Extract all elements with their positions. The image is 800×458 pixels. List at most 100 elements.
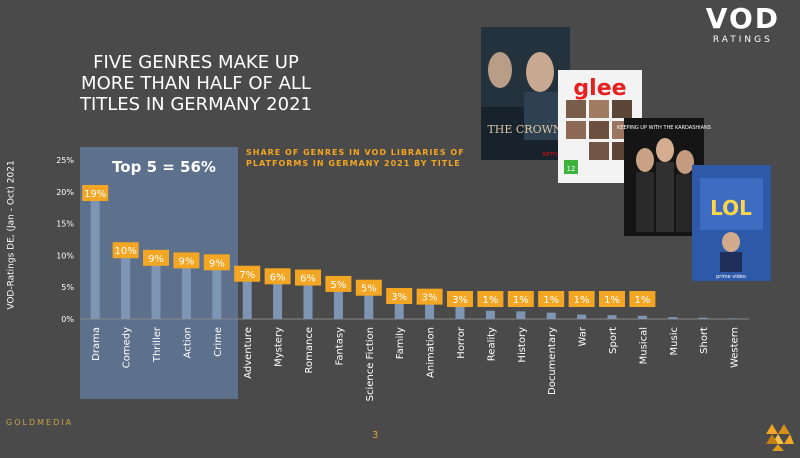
data-label: 1% (482, 295, 498, 306)
data-label-box (264, 268, 291, 285)
data-label: 3% (452, 295, 468, 306)
data-label-box (507, 291, 534, 307)
bar (394, 298, 404, 319)
data-label: 3% (391, 292, 407, 303)
x-category-label: Mystery (274, 327, 285, 367)
x-category-label: History (517, 327, 528, 363)
bar (516, 311, 526, 319)
bar (273, 278, 283, 319)
x-category-label: War (578, 326, 589, 346)
data-label-box (143, 249, 169, 266)
data-label-box (447, 291, 473, 307)
bar (485, 310, 495, 319)
headline: FIVE GENRES MAKE UP MORE THAN HALF OF AL… (79, 52, 312, 115)
data-label-box (568, 291, 595, 307)
y-tick-label: 25% (56, 156, 74, 165)
bar (729, 318, 739, 319)
bar (425, 298, 435, 319)
data-label: 3% (422, 293, 438, 304)
glee-rating-badge: 12 (567, 165, 576, 173)
data-label: 1% (634, 295, 650, 306)
lol-poster-network: prime video (716, 274, 746, 280)
data-label: 9% (209, 258, 225, 269)
bar (212, 264, 222, 319)
top5-highlight-label: Top 5 = 56% (112, 158, 216, 176)
kardashians-poster-title: KEEPING UP WITH THE KARDASHIANS (617, 125, 711, 131)
bar (303, 279, 313, 319)
data-label: 6% (270, 272, 286, 283)
logo-sub-text: RATINGS (712, 35, 773, 45)
data-label-box (203, 254, 230, 271)
lol-poster-title: LOL (710, 196, 752, 220)
bar (455, 301, 465, 319)
data-label-box (295, 269, 321, 286)
bar (607, 315, 617, 319)
data-label: 5% (330, 280, 346, 291)
x-category-label: Music (669, 327, 680, 355)
y-tick-label: 5% (61, 283, 74, 292)
x-category-label: Adventure (243, 327, 254, 379)
x-category-label: Sport (608, 327, 619, 354)
data-label: 1% (543, 295, 559, 306)
data-label-box (82, 184, 109, 201)
data-label-box (325, 275, 352, 292)
data-label-box (538, 291, 565, 307)
glee-poster-title: glee (573, 76, 626, 101)
x-category-label: Thriller (152, 326, 163, 363)
bar (637, 315, 647, 319)
x-category-label: Fantasy (334, 327, 345, 366)
vod-ratings-logo: VOD RATINGS (705, 2, 780, 46)
data-label: 10% (114, 246, 136, 257)
data-label: 6% (300, 274, 316, 285)
data-label-box (355, 279, 382, 296)
data-label-box (416, 288, 443, 305)
bar (668, 317, 678, 319)
bar (242, 275, 252, 319)
data-label: 1% (513, 295, 529, 306)
data-label-box (173, 252, 200, 269)
bar (698, 317, 708, 319)
y-tick-label: 20% (56, 188, 74, 197)
x-category-label: Horror (456, 326, 467, 359)
logo-main-text: VOD (705, 2, 780, 35)
bar (546, 312, 556, 319)
page-number: 3 (372, 430, 379, 441)
lol-poster: LOL prime video (692, 165, 771, 281)
data-label-box (112, 242, 139, 259)
x-category-label: Drama (91, 327, 102, 361)
data-label: 9% (148, 254, 164, 265)
bar (364, 289, 374, 319)
x-category-label: Musical (638, 327, 649, 364)
x-category-label: Documentary (547, 327, 558, 395)
x-category-label: Animation (426, 327, 437, 378)
y-tick-label: 0% (61, 315, 74, 324)
goldmedia-triangle-logo (766, 424, 794, 451)
data-label: 19% (84, 189, 106, 200)
bar (333, 285, 343, 319)
bar (577, 314, 587, 319)
data-label: 1% (604, 295, 620, 306)
goldmedia-footer: GOLDMEDIA (6, 418, 74, 427)
x-category-label: Comedy (122, 327, 133, 368)
x-category-label: Romance (304, 327, 315, 373)
x-category-label: Science Fiction (365, 327, 376, 401)
x-category-label: Action (182, 327, 193, 358)
bar (181, 262, 191, 319)
x-category-label: Western (730, 327, 741, 368)
y-tick-label: 10% (56, 251, 74, 260)
data-label: 5% (361, 284, 377, 295)
the-crown-poster: THE CROWN NETFLIX (481, 27, 570, 160)
x-category-label: Crime (213, 327, 224, 357)
kardashians-poster: KEEPING UP WITH THE KARDASHIANS (617, 118, 711, 236)
bar (121, 252, 131, 319)
data-label: 1% (574, 295, 590, 306)
data-label-box (629, 291, 656, 307)
data-label-box (234, 265, 261, 282)
data-label: 9% (178, 256, 194, 267)
bar (151, 259, 161, 319)
bar (90, 194, 100, 319)
data-label-box (386, 288, 413, 305)
crown-poster-title: THE CROWN (487, 123, 562, 136)
